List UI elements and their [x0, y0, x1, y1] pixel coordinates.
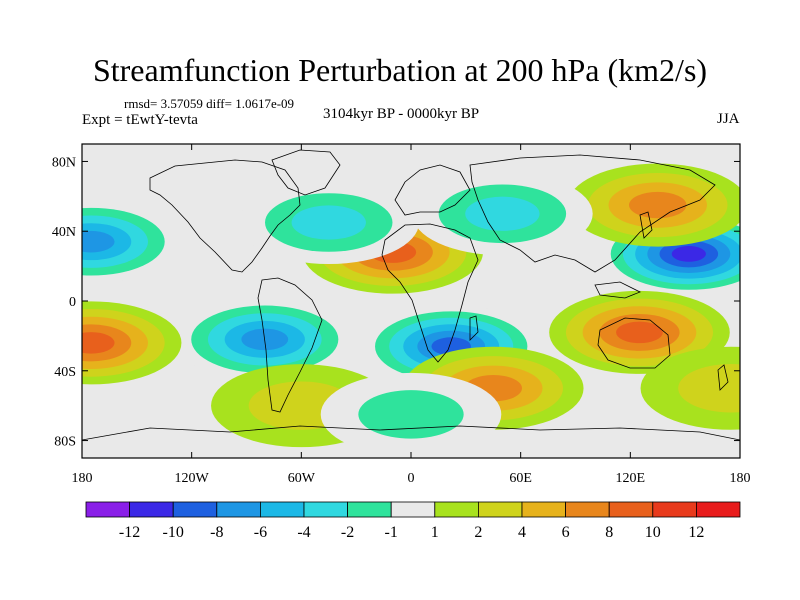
colorbar-swatch [652, 501, 697, 518]
anomaly-5-level [465, 196, 540, 231]
colorbar-swatch [434, 501, 479, 518]
colorbar-label: 4 [518, 524, 526, 541]
colorbar-label: 10 [645, 524, 661, 541]
anomaly-1-level [671, 246, 706, 262]
anomaly-4-level [291, 205, 366, 240]
anomaly-8-level [616, 321, 663, 344]
colorbar-label: 8 [605, 524, 613, 541]
x-tick-label: 120E [616, 471, 646, 486]
colorbar-label: 1 [431, 524, 439, 541]
colorbar-label: -4 [297, 524, 310, 541]
colorbar-label: 12 [688, 524, 704, 541]
y-tick-label: 40N [52, 225, 76, 240]
colorbar: -12 -10 -8 -6 -4 -2 -1 1 2 4 6 8 10 12 [85, 501, 741, 541]
colorbar-swatch [521, 501, 566, 518]
anomaly-9-level [82, 332, 115, 354]
y-tick-label: 80N [52, 155, 76, 170]
contour-field [82, 163, 740, 456]
x-tick-label: 60E [509, 471, 532, 486]
anomaly-4 [238, 180, 420, 265]
colorbar-label: -6 [254, 524, 267, 541]
x-tick-label: 60W [288, 471, 316, 486]
y-tick-label: 0 [69, 295, 76, 310]
anomaly-8 [549, 290, 730, 374]
anomaly-9 [82, 301, 182, 385]
colorbar-swatch [696, 501, 741, 518]
colorbar-swatch [259, 501, 305, 518]
colorbar-swatch [347, 501, 392, 518]
coastlines [82, 149, 740, 441]
colorbar-label: -1 [385, 524, 398, 541]
x-tick-label: 180 [730, 471, 751, 486]
anomaly-5 [412, 172, 593, 256]
y-tick-label: 40S [54, 365, 76, 380]
colorbar-swatch [608, 501, 654, 518]
colorbar-label: -2 [341, 524, 354, 541]
colorbar-swatch [85, 501, 130, 518]
colorbar-label: -12 [119, 524, 140, 541]
colorbar-label: 2 [474, 524, 482, 541]
anomaly-3 [82, 200, 182, 284]
anomaly-13-level [358, 390, 464, 439]
colorbar-label: -10 [163, 524, 184, 541]
y-tick-label: 80S [54, 435, 76, 450]
anomaly-12-level [678, 364, 740, 413]
colorbar-swatch [565, 501, 610, 518]
colorbar-swatch [129, 501, 174, 518]
x-tick-label: 180 [72, 471, 93, 486]
chart-title: Streamfunction Perturbation at 200 hPa (… [92, 52, 708, 88]
x-tick-label: 120W [175, 471, 210, 486]
anomaly-3-level [82, 230, 115, 253]
colorbar-swatch [477, 501, 523, 518]
colorbar-swatch [216, 501, 261, 518]
colorbar-label: -8 [210, 524, 223, 541]
anomaly-2-level [629, 191, 687, 219]
colorbar-swatch [390, 501, 436, 518]
rmsd-diff-stats: rmsd= 3.57059 diff= 1.0617e-09 [124, 96, 295, 111]
anomaly-2 [567, 163, 740, 247]
axis-ticks: 180 120W 60W 0 60E 120E 180 80N 40N 0 40S 80S [52, 144, 751, 486]
anomaly-13 [320, 372, 502, 456]
colorbar-swatch [172, 501, 218, 518]
colorbar-swatch [303, 501, 348, 518]
period-label: 3104kyr BP - 0000kyr BP [323, 106, 480, 122]
season-label: JJA [717, 111, 740, 127]
experiment-label: Expt = tEwtY-tevta [82, 112, 198, 128]
colorbar-label: 6 [562, 524, 570, 541]
anomaly-12 [640, 346, 740, 430]
x-tick-label: 0 [408, 471, 415, 486]
